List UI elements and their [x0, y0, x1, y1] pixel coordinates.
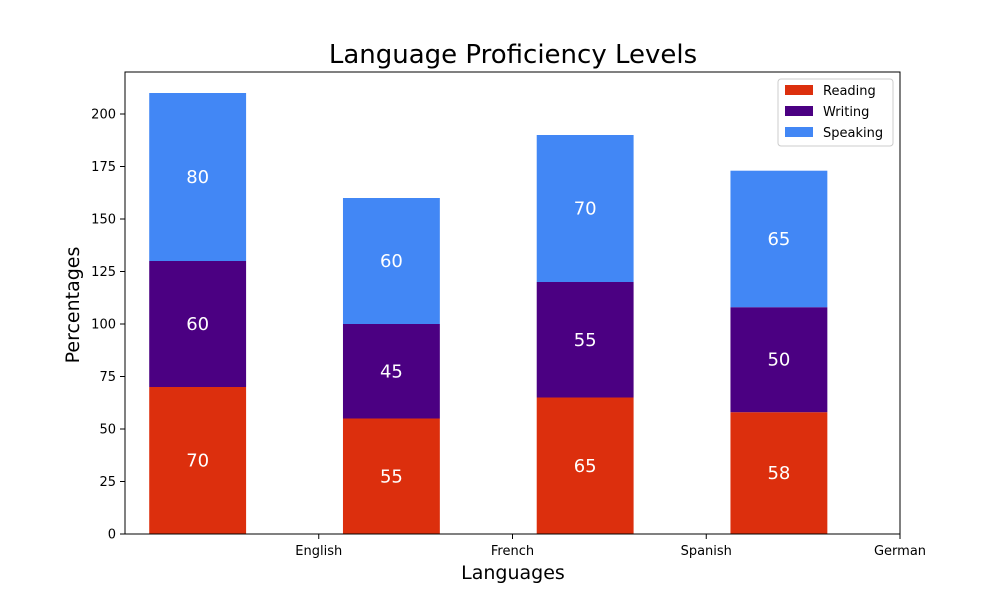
- bar-speaking-french: [342, 198, 440, 324]
- legend-swatch-reading: [785, 85, 813, 95]
- bar-label-writing-english: 60: [186, 314, 209, 335]
- legend-label-speaking: Speaking: [823, 126, 883, 141]
- y-tick-label: 150: [91, 213, 116, 228]
- bar-writing-english: [149, 261, 247, 387]
- bar-reading-english: [149, 387, 247, 534]
- bar-label-reading-german: 58: [767, 463, 790, 484]
- bar-writing-german: [730, 307, 828, 413]
- legend-swatch-writing: [785, 106, 813, 116]
- bar-label-reading-french: 55: [380, 466, 403, 487]
- x-axis-ticks: English French Spanish German: [295, 534, 926, 559]
- legend-swatch-speaking: [785, 127, 813, 137]
- y-tick-label: 75: [99, 370, 116, 385]
- bar-label-speaking-german: 65: [767, 229, 790, 250]
- y-axis-ticks: 0 25 50 75 100 125 150 175 200: [91, 108, 125, 543]
- bar-reading-german: [730, 412, 828, 534]
- legend-label-writing: Writing: [823, 105, 869, 120]
- y-tick-label: 200: [91, 108, 116, 123]
- y-tick-label: 50: [99, 423, 116, 438]
- bar-label-writing-german: 50: [767, 350, 790, 371]
- bar-label-reading-spanish: 65: [574, 456, 597, 477]
- bars-group: [149, 93, 828, 534]
- y-tick-label: 25: [99, 475, 116, 490]
- legend-label-reading: Reading: [823, 84, 876, 99]
- bar-label-reading-english: 70: [186, 451, 209, 472]
- bar-label-writing-french: 45: [380, 361, 403, 382]
- x-axis-label: Languages: [461, 562, 565, 584]
- bar-speaking-german: [730, 170, 828, 308]
- bar-reading-french: [342, 418, 440, 534]
- bar-speaking-english: [149, 93, 247, 261]
- plot-frame: [124, 71, 901, 535]
- y-tick-label: 100: [91, 318, 116, 333]
- bar-label-speaking-spanish: 70: [574, 199, 597, 220]
- legend: Reading Writing Speaking: [777, 78, 894, 147]
- bar-speaking-spanish: [536, 135, 634, 282]
- bar-label-writing-spanish: 55: [574, 330, 597, 351]
- y-tick-label: 175: [91, 160, 116, 175]
- bar-reading-spanish: [536, 397, 634, 534]
- x-tick-label-english: English: [295, 544, 342, 559]
- x-tick-label-spanish: Spanish: [681, 544, 732, 559]
- bar-label-speaking-english: 80: [186, 167, 209, 188]
- y-tick-label: 125: [91, 265, 116, 280]
- x-tick-label-german: German: [874, 544, 926, 559]
- x-tick-label-french: French: [491, 544, 534, 559]
- bar-labels-group: 70 60 80 55 45 60 65 55 70 58 50 65: [186, 167, 790, 487]
- chart-title: Language Proficiency Levels: [329, 40, 697, 70]
- y-axis-label: Percentages: [62, 247, 84, 364]
- y-tick-label: 0: [108, 528, 116, 543]
- bar-writing-spanish: [536, 282, 634, 398]
- bar-label-speaking-french: 60: [380, 251, 403, 272]
- bar-writing-french: [342, 324, 440, 419]
